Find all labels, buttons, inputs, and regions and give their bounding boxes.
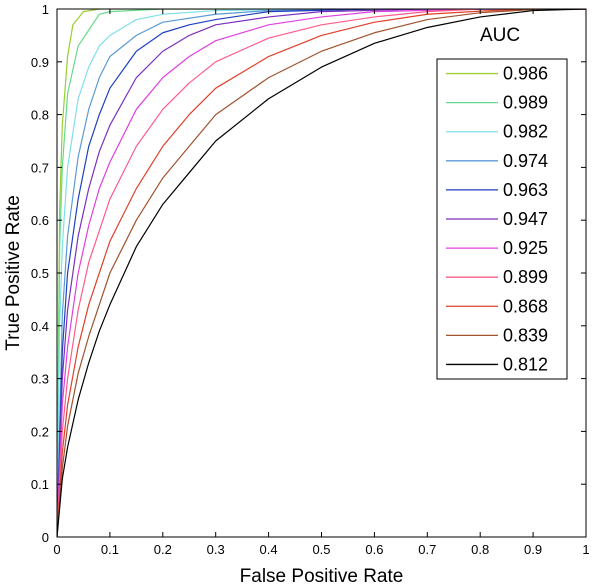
- x-tick-label: 0.2: [154, 542, 172, 557]
- x-tick-label: 0.9: [524, 542, 542, 557]
- series-line-9: [57, 9, 586, 537]
- legend-label-6: 0.925: [503, 238, 548, 258]
- y-tick-label: 0.3: [31, 372, 49, 387]
- y-tick-label: 0.6: [31, 213, 49, 228]
- series-line-0: [57, 9, 586, 537]
- axis-ticks-layer: 0 0.1 0.2 0.3 0.4 0.5 0.6 0.7 0.8 0.9 1 0 0.1 0.2 0.3 0…: [31, 2, 590, 557]
- x-tick-label: 0: [53, 542, 60, 557]
- legend-label-7: 0.899: [503, 267, 548, 287]
- y-tick-label: 0.7: [31, 160, 49, 175]
- legend-label-3: 0.974: [503, 151, 548, 171]
- legend: 0.986 0.989 0.982 0.974 0.963 0.947 0.925 0.899…: [436, 58, 568, 380]
- legend-title: AUC: [480, 25, 520, 46]
- x-tick-label: 1: [582, 542, 589, 557]
- series-line-1: [57, 9, 586, 537]
- series-line-7: [57, 9, 586, 537]
- x-tick-label: 0.6: [365, 542, 383, 557]
- y-tick-label: 0.9: [31, 55, 49, 70]
- legend-label-9: 0.839: [503, 325, 548, 345]
- legend-label-8: 0.868: [503, 296, 548, 316]
- series-line-5: [57, 9, 586, 537]
- x-tick-label: 0.3: [207, 542, 225, 557]
- series-line-10: [57, 9, 586, 537]
- legend-label-2: 0.982: [503, 122, 548, 142]
- y-tick-label: 0: [42, 530, 49, 545]
- y-tick-label: 0.5: [31, 266, 49, 281]
- series-line-8: [57, 9, 586, 537]
- x-tick-label: 0.5: [312, 542, 330, 557]
- x-axis-title: False Positive Rate: [240, 566, 404, 587]
- legend-label-5: 0.947: [503, 209, 548, 229]
- legend-label-4: 0.963: [503, 180, 548, 200]
- y-tick-label: 0.1: [31, 477, 49, 492]
- x-tick-label: 0.4: [260, 542, 278, 557]
- x-tick-label: 0.8: [471, 542, 489, 557]
- y-tick-label: 0.8: [31, 108, 49, 123]
- legend-label-1: 0.989: [503, 93, 548, 113]
- y-axis-title: True Positive Rate: [3, 195, 24, 351]
- series-line-4: [57, 9, 586, 537]
- y-tick-label: 0.4: [31, 319, 49, 334]
- x-tick-label: 0.7: [418, 542, 436, 557]
- y-tick-label: 1: [42, 2, 49, 17]
- legend-label-0: 0.986: [503, 64, 548, 84]
- legend-label-10: 0.812: [503, 354, 548, 374]
- series-line-6: [57, 9, 586, 537]
- y-tick-label: 0.2: [31, 424, 49, 439]
- x-tick-label: 0.1: [101, 542, 119, 557]
